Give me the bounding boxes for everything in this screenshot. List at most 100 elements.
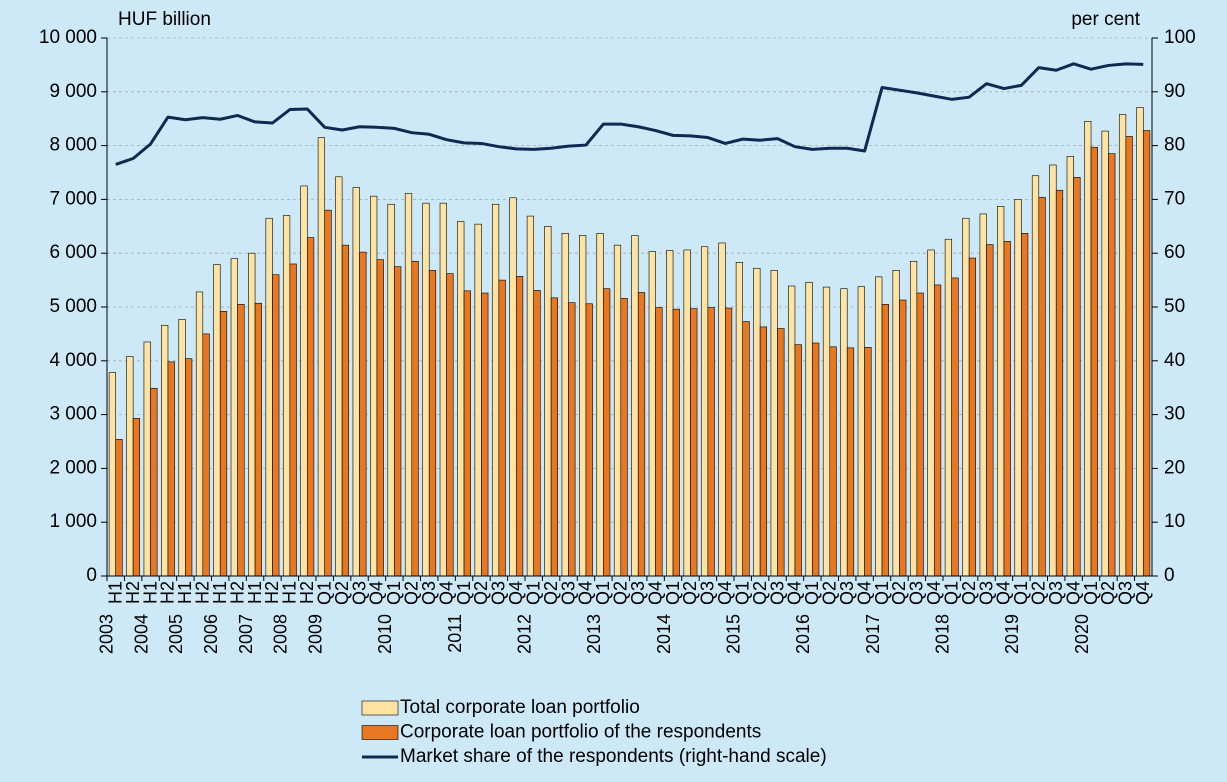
x-year-label: 2020 — [1072, 614, 1092, 654]
x-year-label: 2010 — [375, 614, 395, 654]
bar — [161, 324, 169, 577]
bar — [637, 292, 646, 577]
bar — [1090, 146, 1098, 577]
y-tick-label: 6 000 — [49, 242, 97, 263]
x-tick-label: Q4 — [785, 581, 805, 605]
x-tick-label: H2 — [123, 581, 143, 604]
bar — [439, 202, 447, 577]
bar — [352, 187, 360, 577]
bar — [1055, 189, 1064, 577]
bar — [812, 342, 820, 577]
bar — [254, 302, 262, 577]
x-tick-label: H2 — [262, 581, 282, 604]
x-tick-label: H1 — [280, 581, 300, 604]
x-tick-label: Q3 — [419, 581, 439, 605]
x-tick-label: Q2 — [1029, 581, 1049, 605]
x-year-label: 2006 — [201, 614, 221, 654]
x-tick-label: Q1 — [872, 581, 892, 605]
bar — [707, 307, 715, 577]
x-year-label: 2008 — [271, 614, 291, 654]
bar — [933, 284, 942, 577]
bar — [498, 279, 506, 577]
bar — [1038, 196, 1046, 577]
bar — [1066, 156, 1074, 577]
x-tick-label: H2 — [227, 581, 247, 604]
bar — [951, 277, 959, 577]
bar — [997, 206, 1005, 577]
bar — [132, 418, 141, 577]
x-tick-label: H1 — [140, 581, 160, 604]
bar — [613, 244, 622, 577]
x-tick-label: Q3 — [698, 581, 718, 605]
bar — [759, 326, 768, 577]
bar — [474, 223, 482, 577]
y2-tick-label: 50 — [1164, 296, 1185, 317]
bar — [944, 238, 953, 577]
y-tick-label: 7 000 — [49, 188, 97, 209]
x-tick-label: H2 — [158, 581, 178, 604]
bar — [655, 307, 663, 577]
bar — [428, 270, 437, 577]
bar — [457, 221, 465, 577]
bar — [962, 217, 970, 577]
bar — [491, 203, 500, 577]
x-tick-label: Q4 — [576, 581, 596, 605]
y-tick-label: 1 000 — [49, 511, 97, 532]
x-tick-label: Q3 — [558, 581, 578, 605]
y-tick-label: 10 000 — [39, 27, 97, 48]
bar — [411, 260, 419, 577]
y2-tick-label: 80 — [1164, 135, 1185, 156]
bar — [1003, 241, 1011, 577]
bar — [387, 203, 395, 577]
x-year-label: 2011 — [445, 614, 465, 653]
bar — [167, 361, 175, 577]
x-tick-label: Q1 — [663, 581, 683, 605]
bar — [672, 308, 680, 577]
y2-tick-label: 10 — [1164, 511, 1185, 532]
x-tick-label: Q2 — [750, 581, 770, 605]
bar — [533, 290, 541, 577]
bar — [864, 347, 872, 577]
x-tick-label: Q2 — [680, 581, 700, 605]
bar — [840, 288, 848, 577]
y2-tick-label: 90 — [1164, 81, 1185, 102]
bar — [515, 276, 524, 577]
x-tick-label: Q2 — [889, 581, 909, 605]
legend-label: Total corporate loan portfolio — [400, 697, 640, 718]
bar — [1142, 130, 1151, 577]
x-year-label: 2014 — [654, 614, 674, 654]
bar — [805, 281, 813, 577]
bar — [143, 341, 151, 577]
bar — [1049, 164, 1057, 577]
bar — [404, 193, 413, 577]
bar — [481, 292, 489, 577]
x-tick-label: Q3 — [907, 581, 927, 605]
x-tick-label: H1 — [175, 581, 195, 604]
x-tick-label: Q1 — [1011, 581, 1031, 605]
bar — [335, 176, 343, 577]
y2-tick-label: 20 — [1164, 457, 1185, 478]
bar — [690, 308, 698, 577]
bar — [178, 319, 186, 577]
bar — [742, 321, 750, 577]
x-tick-label: Q3 — [1116, 581, 1136, 605]
x-tick-label: Q2 — [471, 581, 491, 605]
x-tick-label: Q3 — [349, 581, 369, 605]
legend-swatch — [361, 725, 399, 740]
x-tick-label: Q4 — [436, 581, 456, 605]
x-tick-label: Q1 — [454, 581, 474, 605]
bar — [822, 286, 831, 577]
bar — [596, 232, 604, 577]
x-tick-label: Q3 — [1046, 581, 1066, 605]
legend-label: Corporate loan portfolio of the responde… — [400, 722, 761, 743]
x-tick-label: Q3 — [837, 581, 857, 605]
x-tick-label: H1 — [245, 581, 265, 604]
x-tick-label: Q2 — [402, 581, 422, 605]
y-tick-label: 8 000 — [49, 135, 97, 156]
bar — [968, 257, 977, 577]
x-year-label: 2015 — [723, 614, 743, 654]
bar — [770, 270, 778, 577]
bar — [544, 226, 552, 577]
x-tick-label: Q2 — [541, 581, 561, 605]
